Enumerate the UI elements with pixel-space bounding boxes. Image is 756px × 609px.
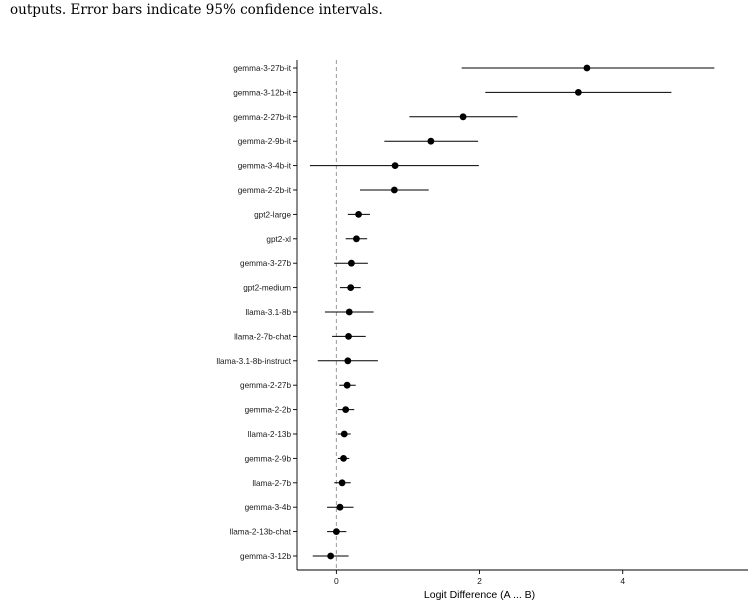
y-tick-label-gemma-3-27b: gemma-3-27b [240,259,291,268]
y-tick-label-gemma-2-2b-it: gemma-2-2b-it [238,186,292,195]
y-tick-label-llama-2-7b-chat: llama-2-7b-chat [234,332,292,341]
y-tick-label-gemma-3-27b-it: gemma-3-27b-it [233,64,292,73]
x-tick-label-0: 0 [334,576,339,586]
point-llama-2-7b-chat [345,333,352,340]
point-gemma-3-12b-it [574,89,582,96]
y-tick-label-gemma-2-9b: gemma-2-9b [245,454,292,463]
y-tick-label-llama-3-1-8b: llama-3.1-8b [245,308,291,317]
point-gemma-2-2b-it [390,186,398,194]
point-llama-2-7b [338,479,346,487]
figure-caption: outputs. Error bars indicate 95% confide… [10,2,383,18]
point-gemma-2-2b [342,406,350,413]
y-tick-label-gpt2-large: gpt2-large [254,210,291,219]
point-gemma-3-27b-it [583,64,591,72]
point-llama-2-13b [340,430,348,438]
y-tick-label-gemma-2-9b-it: gemma-2-9b-it [238,137,292,146]
point-gemma-2-9b-it [427,137,435,145]
point-llama-3-1-8b-instruct [344,357,352,365]
point-gemma-2-27b [343,381,351,389]
point-gemma-3-4b [336,503,344,511]
point-gemma-3-27b [348,259,355,267]
y-tick-label-llama-3-1-8b-instruct: llama-3.1-8b-instruct [216,357,291,366]
y-tick-label-llama-2-13b: llama-2-13b [248,430,292,439]
y-tick-label-gpt2-medium: gpt2-medium [243,284,291,293]
y-tick-label-gemma-3-12b: gemma-3-12b [240,552,291,561]
x-axis-title: Logit Difference (A ... B) [424,589,535,601]
point-gpt2-large [355,211,362,218]
point-gpt2-xl [353,235,360,243]
point-llama-2-13b-chat [332,528,340,535]
y-tick-label-gemma-2-27b: gemma-2-27b [240,381,291,390]
point-llama-3-1-8b [345,308,353,316]
y-tick-label-gemma-2-27b-it: gemma-2-27b-it [233,113,292,122]
y-tick-label-llama-2-13b-chat: llama-2-13b-chat [230,528,292,537]
y-tick-label-gemma-2-2b: gemma-2-2b [245,406,292,415]
y-tick-label-gemma-3-4b: gemma-3-4b [245,503,292,512]
x-tick-label-2: 2 [477,576,482,586]
point-gpt2-medium [347,284,355,291]
y-tick-label-llama-2-7b: llama-2-7b [252,479,291,488]
x-tick-label-4: 4 [620,576,625,586]
point-gemma-2-9b [340,455,347,462]
point-gemma-3-12b [327,552,335,560]
y-tick-label-gpt2-xl: gpt2-xl [266,235,291,244]
point-gemma-3-4b-it [391,162,399,170]
point-gemma-2-27b-it [459,113,467,121]
y-tick-label-gemma-3-4b-it: gemma-3-4b-it [238,162,292,171]
y-tick-label-gemma-3-12b-it: gemma-3-12b-it [233,88,292,97]
